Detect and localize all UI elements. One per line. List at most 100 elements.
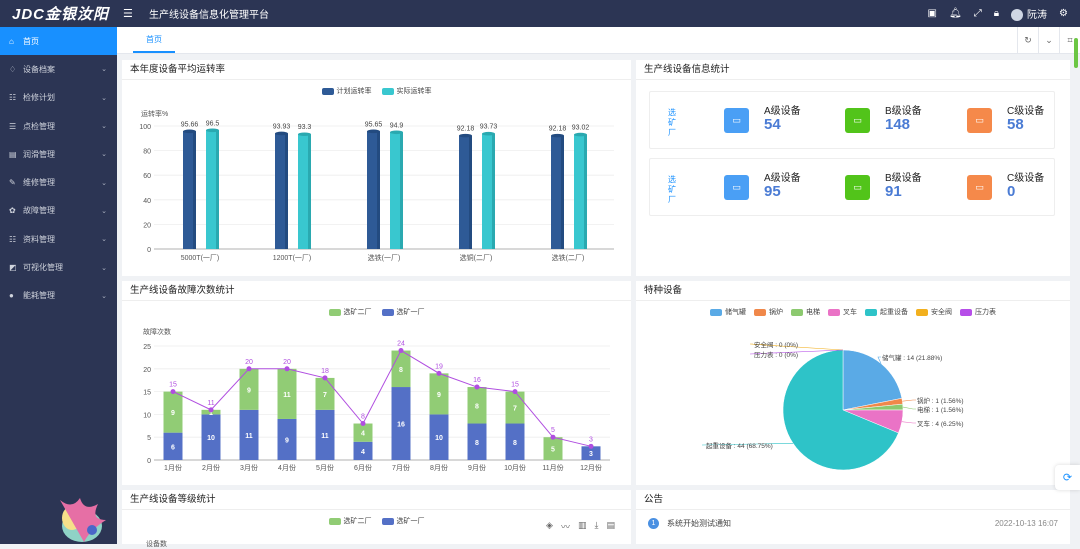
- panel-title: 生产线设备信息统计: [636, 60, 1070, 80]
- scrollbar[interactable]: [1074, 38, 1078, 68]
- legend-item[interactable]: 选矿一厂: [381, 516, 425, 526]
- bar-plant-two: [239, 368, 259, 410]
- legend-item[interactable]: 储气罐: [710, 307, 746, 317]
- bar-cap: [298, 132, 311, 137]
- stack-icon[interactable]: ◈: [546, 520, 553, 530]
- data-label: 94.9: [390, 122, 404, 129]
- y-tick-label: 0: [147, 458, 151, 465]
- bar-cap: [482, 131, 495, 136]
- total-point: [322, 375, 328, 381]
- slice-label: 储气罐 : 14 (21.88%): [882, 353, 942, 362]
- chevron-down-icon: ⌄: [101, 151, 107, 159]
- chevron-down-icon[interactable]: ⌄: [1038, 26, 1059, 54]
- line-chart-icon[interactable]: 〰: [560, 522, 570, 532]
- sidebar-item-fault[interactable]: ✿ 故障管理 ⌄: [0, 197, 117, 225]
- data-label: 10: [435, 435, 443, 442]
- chevron-down-icon: ⌄: [101, 264, 107, 272]
- sidebar-item-lubricate[interactable]: ▤ 润滑管理 ⌄: [0, 140, 117, 168]
- fault-icon: ✿: [9, 206, 16, 216]
- factory-card: 选矿厂 ▭ A级设备 54 ▭ B级设备 148 ▭ C级设备 58: [649, 91, 1055, 149]
- total-label: 8: [361, 414, 365, 421]
- legend-label: 储气罐: [725, 309, 746, 316]
- legend-item[interactable]: 电梯: [791, 307, 820, 317]
- bell-icon[interactable]: 🔔︎: [949, 7, 962, 19]
- data-label: 4: [361, 449, 365, 456]
- legend-item[interactable]: 计划运转率: [321, 86, 372, 96]
- total-label: 11: [207, 400, 214, 407]
- bar-plant-two: [543, 437, 563, 460]
- legend-swatch: [960, 308, 972, 316]
- bar-side: [492, 133, 495, 249]
- bar-actual: [206, 130, 219, 249]
- data-label: 7: [323, 392, 327, 399]
- legend-item[interactable]: 叉车: [828, 307, 857, 317]
- leader-line: [902, 399, 916, 402]
- settings-icon[interactable]: ⚙: [1059, 7, 1068, 19]
- sidebar-item-document[interactable]: ☷ 资料管理 ⌄: [0, 225, 117, 253]
- y-axis-title: 运转率%: [141, 109, 168, 118]
- assistant-float-icon[interactable]: ⟳: [1055, 465, 1080, 490]
- bar-actual: [482, 133, 495, 249]
- sidebar-item-label: 点检管理: [23, 121, 55, 131]
- grade-b: ▭ B级设备 148: [845, 92, 965, 150]
- data-label: 92.18: [457, 126, 475, 133]
- bar-chart-icon[interactable]: ▥: [577, 520, 587, 530]
- legend-item[interactable]: 压力表: [960, 307, 996, 317]
- user-menu[interactable]: 阮涛: [1011, 6, 1047, 22]
- total-label: 18: [321, 368, 329, 375]
- slice-label: 压力表 : 0 (0%): [754, 350, 798, 359]
- total-label: 24: [397, 341, 405, 348]
- close-all-icon[interactable]: ⌗: [1059, 26, 1080, 54]
- menu-toggle-icon[interactable]: ☰: [123, 8, 133, 20]
- sidebar-item-repair[interactable]: ✎ 维修管理 ⌄: [0, 168, 117, 196]
- data-view-icon[interactable]: ▤: [606, 520, 615, 530]
- slice-label: 叉车 : 4 (6.25%): [917, 419, 964, 428]
- grade-c: ▭ C级设备 0: [967, 159, 1080, 217]
- legend-item[interactable]: 选矿二厂: [328, 307, 372, 317]
- bar-plant-one: [467, 423, 487, 460]
- chart-toolbox: ◈ 〰 ▥ ⤓ ▤: [546, 520, 615, 533]
- data-label: 16: [397, 422, 405, 429]
- data-label: 9: [285, 437, 289, 444]
- avatar: [1011, 9, 1024, 22]
- x-tick-label: 4月份: [278, 463, 296, 472]
- legend-label: 起重设备: [880, 309, 908, 316]
- x-tick-label: 5月份: [316, 463, 334, 472]
- bar-plant-two: [353, 423, 373, 442]
- legend-item[interactable]: 实际运转率: [381, 86, 432, 96]
- y-tick-label: 5: [147, 435, 151, 442]
- chart-legend: 计划运转率 实际运转率: [122, 86, 631, 96]
- notice-item[interactable]: 1 系统开始测试通知 2022-10-13 16:07: [636, 510, 1070, 537]
- home-icon: ⌂: [9, 36, 14, 46]
- legend-item[interactable]: 安全阀: [916, 307, 952, 317]
- data-label: 93.73: [480, 124, 498, 131]
- legend-item[interactable]: 选矿一厂: [381, 307, 425, 317]
- legend-item[interactable]: 选矿二厂: [328, 516, 372, 526]
- total-label: 5: [551, 427, 555, 434]
- chart-legend: 储气罐 锅炉 电梯 叉车 起重设备 安全阀 压力表: [636, 307, 1070, 317]
- sidebar-item-archive[interactable]: ♢ 设备档案 ⌄: [0, 55, 117, 83]
- legend-item[interactable]: 起重设备: [865, 307, 908, 317]
- data-label: 6: [171, 444, 175, 451]
- lock-icon[interactable]: 🔒︎: [993, 7, 1000, 19]
- legend-item[interactable]: 锅炉: [754, 307, 783, 317]
- sidebar-item-plan[interactable]: ☷ 检修计划 ⌄: [0, 84, 117, 112]
- fullscreen-icon[interactable]: ⤢: [973, 7, 982, 19]
- tab-home[interactable]: 首页: [133, 27, 175, 53]
- bar-side: [584, 134, 587, 249]
- download-icon[interactable]: ⤓: [594, 520, 599, 530]
- y-tick-label: 25: [143, 344, 151, 351]
- sidebar-item-home[interactable]: ⌂ 首页: [0, 27, 117, 56]
- total-point: [550, 434, 556, 440]
- sidebar-item-energy[interactable]: ● 能耗管理 ⌄: [0, 282, 117, 310]
- decoration-illustration: [60, 498, 106, 542]
- bar-plant-one: [353, 441, 373, 460]
- sidebar-item-inspect[interactable]: ☰ 点检管理 ⌄: [0, 112, 117, 140]
- screen-icon[interactable]: ▣: [927, 7, 937, 19]
- sidebar-item-visual[interactable]: ◩ 可视化管理 ⌄: [0, 253, 117, 281]
- bar-plant-one: [505, 423, 525, 460]
- refresh-icon[interactable]: ↻: [1017, 26, 1038, 54]
- bar-plan: [183, 131, 196, 249]
- grade-c: ▭ C级设备 58: [967, 92, 1080, 150]
- factory-name: 选矿厂: [668, 108, 676, 137]
